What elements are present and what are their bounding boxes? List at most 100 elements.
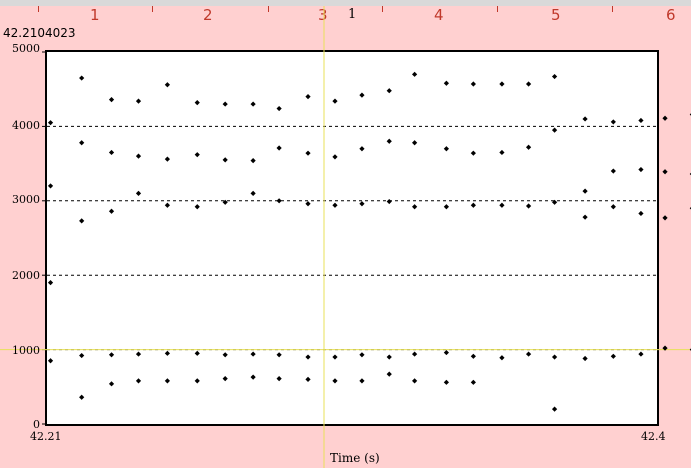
pitch-point [412,378,418,384]
pitch-point [108,352,115,358]
pitch-point [332,378,338,384]
y-tick-label: 5000 [12,42,40,55]
pitch-point [79,218,85,224]
pitch-point [194,152,200,158]
pitch-point [638,351,644,357]
pitch-point [164,378,170,384]
pitch-point [108,381,115,387]
pitch-point [551,199,558,205]
pitch-point [412,204,418,210]
pitch-point [359,146,365,152]
pitch-point [582,355,588,362]
pitch-point [332,202,338,208]
ruler-tick [268,6,269,12]
pitch-point [610,353,616,359]
pitch-point [222,101,228,107]
pitch-point [499,202,505,208]
pitch-point [443,379,449,385]
pitch-point [582,214,588,220]
pitch-point [332,154,338,160]
pitch-point [164,156,170,162]
pitch-point [222,352,228,358]
pitch-point [359,352,365,358]
plot-area[interactable] [45,50,659,426]
pitch-point [305,150,311,156]
pitch-point [305,354,311,360]
pitch-point [250,158,256,164]
pitch-point [305,376,311,382]
ruler-label-6: 6 [666,6,676,24]
pitch-point [470,150,476,156]
cursor-ruler-label: 1 [348,7,357,22]
pitch-point [108,149,115,156]
pitch-point [332,98,338,104]
pitch-point [305,201,311,207]
pitch-point [443,204,449,210]
pitch-point [610,204,616,210]
pitch-point [610,119,616,125]
cursor-time-readout: 42.2104023 [3,26,76,40]
y-tick-label: 4000 [12,119,40,132]
pitch-point [194,99,200,106]
x-axis-title: Time (s) [330,451,380,465]
pitch-point [47,120,54,126]
pitch-point [135,351,142,357]
pitch-point [470,81,476,87]
pitch-point [305,94,311,100]
pitch-point [412,71,418,77]
x-axis-end-label: 42.4 [641,430,666,443]
pitch-point [470,379,476,385]
pitch-point [250,101,256,107]
pitch-point [276,352,282,358]
ruler-tick [382,6,383,12]
window-top-strip [0,0,691,6]
pitch-point [79,352,85,359]
pitch-point [222,199,228,205]
ruler-label-4: 4 [434,6,444,24]
ruler-label-5: 5 [551,6,561,24]
pitch-point [386,138,392,144]
pitch-point [276,145,282,151]
pitch-point [443,349,449,356]
pitch-point [551,127,558,133]
pitch-point [276,105,282,112]
pitch-point [194,204,200,210]
pitch-point [551,406,558,412]
pitch-point [412,351,418,357]
pitch-point [551,73,558,80]
ruler-tick [152,6,153,12]
pitch-point [359,92,365,98]
pitch-point [443,146,449,152]
pitch-point [276,376,282,382]
pitch-point [135,98,142,104]
pitch-point [470,353,476,359]
y-tick-label: 2000 [12,269,40,282]
pitch-point [250,351,256,357]
y-tick-label: 1000 [12,344,40,357]
pitch-point [222,157,228,163]
x-axis-start-label: 42.21 [30,430,62,443]
ruler-tick [497,6,498,12]
pitch-point [470,202,476,208]
pitch-point [610,168,616,174]
pitch-point [386,198,392,205]
pitch-point [499,355,505,361]
ruler-tick [38,6,39,12]
pitch-point [79,140,85,146]
pitch-point [551,354,558,360]
pitch-point [135,378,142,384]
pitch-point [135,153,142,159]
ruler-tick [612,6,613,12]
pitch-point [662,215,668,221]
pitch-point [582,116,588,122]
pitch-point [359,201,365,207]
pitch-point [79,75,85,81]
pitch-point [135,190,142,196]
pitch-point [662,115,668,121]
pitch-point [47,183,54,189]
pitch-point [79,394,85,400]
pitch-point [194,350,200,356]
pitch-point [525,81,532,87]
pitch-point [164,202,170,208]
pitch-point [499,149,505,156]
